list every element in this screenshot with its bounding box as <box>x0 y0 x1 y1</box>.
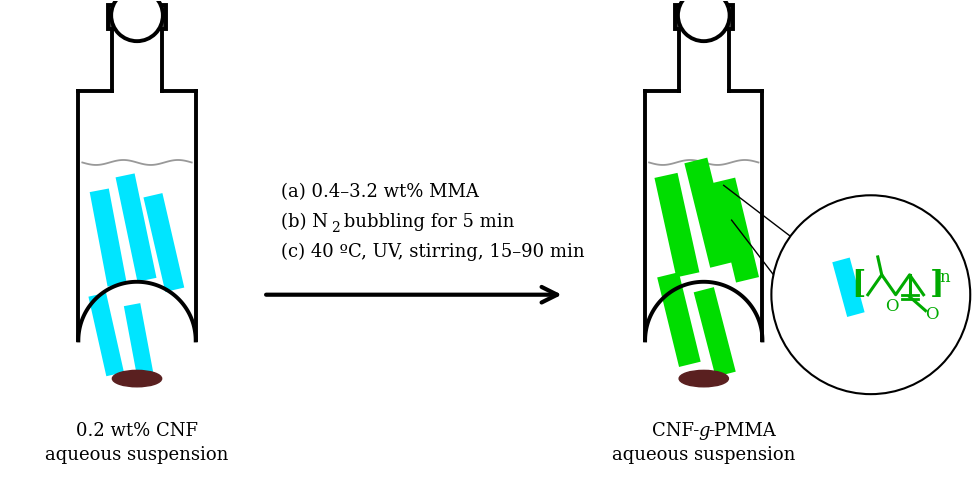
Text: (b) N: (b) N <box>281 213 328 231</box>
Text: 2: 2 <box>331 221 339 235</box>
Circle shape <box>771 195 969 394</box>
Text: g: g <box>698 422 710 440</box>
Text: O: O <box>924 306 937 323</box>
Text: ]: ] <box>928 269 943 300</box>
Text: O: O <box>884 298 898 315</box>
Text: aqueous suspension: aqueous suspension <box>45 446 229 464</box>
Bar <box>674 5 732 29</box>
Ellipse shape <box>112 370 161 387</box>
FancyArrowPatch shape <box>266 287 556 303</box>
Text: n: n <box>939 269 949 286</box>
Circle shape <box>111 0 162 41</box>
Text: -PMMA: -PMMA <box>707 422 775 440</box>
Text: (c) 40 ºC, UV, stirring, 15–90 min: (c) 40 ºC, UV, stirring, 15–90 min <box>281 243 584 261</box>
Ellipse shape <box>679 370 728 387</box>
Text: CNF-: CNF- <box>651 422 698 440</box>
Text: [: [ <box>851 269 865 300</box>
Text: 0.2 wt% CNF: 0.2 wt% CNF <box>76 422 198 440</box>
Bar <box>109 5 165 29</box>
Circle shape <box>677 0 729 41</box>
Text: (a) 0.4–3.2 wt% MMA: (a) 0.4–3.2 wt% MMA <box>281 183 478 201</box>
Text: aqueous suspension: aqueous suspension <box>611 446 795 464</box>
Text: bubbling for 5 min: bubbling for 5 min <box>337 213 513 231</box>
